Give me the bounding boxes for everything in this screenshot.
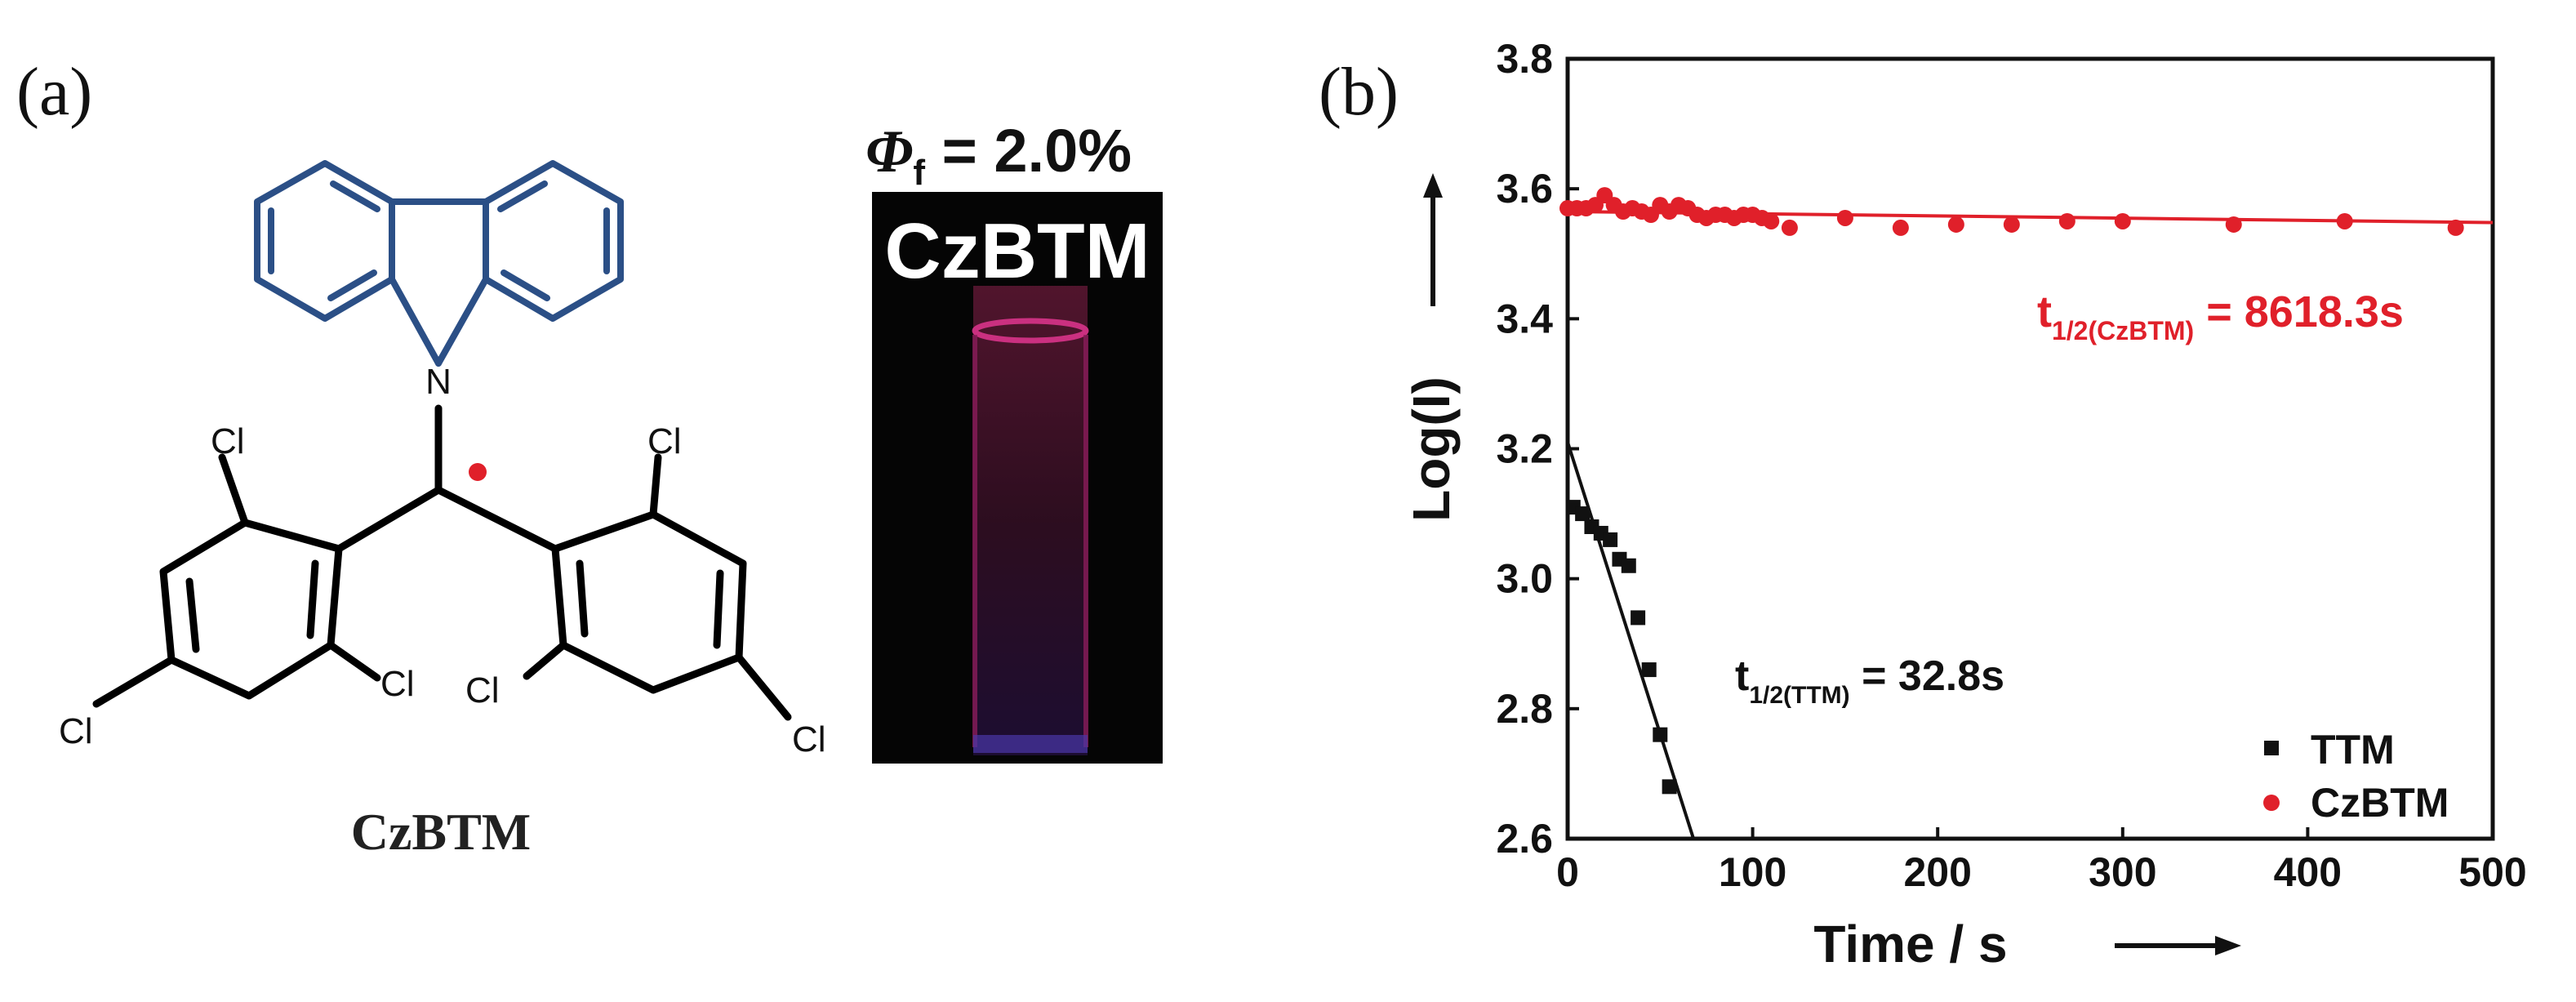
- chlorine-label-2: Cl: [380, 664, 415, 704]
- czbtm-data-point: [2114, 212, 2131, 229]
- legend-marker-ttm: [2264, 741, 2279, 755]
- legend-label-czbtm: CzBTM: [2311, 780, 2449, 826]
- chlorine-label-3: Cl: [59, 711, 93, 751]
- chlorine-label-4: Cl: [647, 421, 682, 461]
- right-aryl-ring: [523, 453, 792, 721]
- ttm-data-point: [1641, 662, 1657, 678]
- czbtm-data-point: [2225, 216, 2242, 233]
- ttm-halflife-annotation: t1/2(TTM) = 32.8s: [1735, 652, 2004, 709]
- x-tick-label: 300: [2089, 849, 2156, 895]
- panel-a-label: (a): [16, 54, 92, 130]
- chlorine-label-5: Cl: [465, 670, 500, 710]
- cuvette-photo: [872, 192, 1163, 764]
- legend: TTM CzBTM: [2263, 727, 2449, 826]
- x-tick-label: 100: [1719, 849, 1786, 895]
- czbtm-data-point: [1763, 212, 1780, 229]
- x-axis-title: Time / s: [1813, 915, 2007, 973]
- quantum-yield-label: Φf = 2.0%: [865, 117, 1132, 193]
- panel-b: (b) 0 100 200 300 400 500 2.6 2.8 3.0 3.2 3.4 3.6 3.…: [1319, 36, 2527, 973]
- carbazole-unit: [254, 160, 624, 367]
- x-tick-label: 200: [1903, 849, 1971, 895]
- czbtm-data-point: [1892, 219, 1909, 236]
- chart-ticks: 0 100 200 300 400 500 2.6 2.8 3.0 3.2 3.4 3.6 3.8: [1496, 36, 2526, 895]
- quantum-yield-symbol: Φ: [865, 118, 913, 185]
- y-axis-title-text: Log(I): [1402, 376, 1461, 522]
- x-tick-label: 400: [2274, 849, 2342, 895]
- ttm-data-point: [1575, 506, 1591, 522]
- chlorine-label-6: Cl: [792, 719, 826, 759]
- czbtm-data-point: [2447, 219, 2464, 236]
- nitrogen-atom-label: N: [425, 362, 452, 402]
- ttm-data-point: [1603, 532, 1618, 547]
- photo-label: CzBTM: [884, 207, 1150, 295]
- molecule-name: CzBTM: [351, 803, 531, 861]
- czbtm-data-point: [2003, 216, 2020, 233]
- czbtm-data-point: [1781, 219, 1798, 236]
- czbtm-data-point: [1836, 209, 1853, 226]
- quantum-yield-value: = 2.0%: [925, 117, 1132, 185]
- legend-label-ttm: TTM: [2311, 727, 2395, 773]
- chart-points: [1559, 187, 2464, 795]
- ttm-data-point: [1621, 558, 1636, 573]
- y-tick-label: 3.0: [1496, 556, 1553, 602]
- radical-dot: [469, 463, 487, 481]
- czbtm-data-point: [2336, 212, 2353, 229]
- y-tick-label: 3.4: [1496, 296, 1553, 341]
- y-tick-label: 2.6: [1496, 816, 1553, 862]
- panel-b-label: (b): [1319, 54, 1399, 130]
- y-tick-label: 2.8: [1496, 686, 1553, 732]
- panel-a: (a) N: [16, 54, 1163, 861]
- legend-marker-czbtm: [2263, 795, 2280, 811]
- y-tick-label: 3.8: [1496, 36, 1553, 82]
- x-tick-label: 0: [1556, 849, 1579, 895]
- x-tick-label: 500: [2458, 849, 2526, 895]
- chart: 0 100 200 300 400 500 2.6 2.8 3.0 3.2 3.4 3.6 3.8: [1496, 36, 2526, 895]
- chlorine-label-1: Cl: [211, 421, 245, 461]
- y-tick-label: 3.2: [1496, 426, 1553, 472]
- czbtm-data-point: [1947, 216, 1964, 233]
- ttm-data-point: [1653, 727, 1668, 742]
- czbtm-halflife-annotation: t1/2(CzBTM) = 8618.3s: [2037, 287, 2404, 345]
- ttm-data-point: [1662, 779, 1677, 795]
- y-axis-title: Log(I): [1402, 376, 1461, 522]
- quantum-yield-subscript: f: [913, 153, 925, 193]
- y-tick-label: 3.6: [1496, 166, 1553, 212]
- czbtm-data-point: [2058, 212, 2075, 229]
- left-aryl-ring: [92, 453, 381, 708]
- ttm-data-point: [1631, 610, 1646, 626]
